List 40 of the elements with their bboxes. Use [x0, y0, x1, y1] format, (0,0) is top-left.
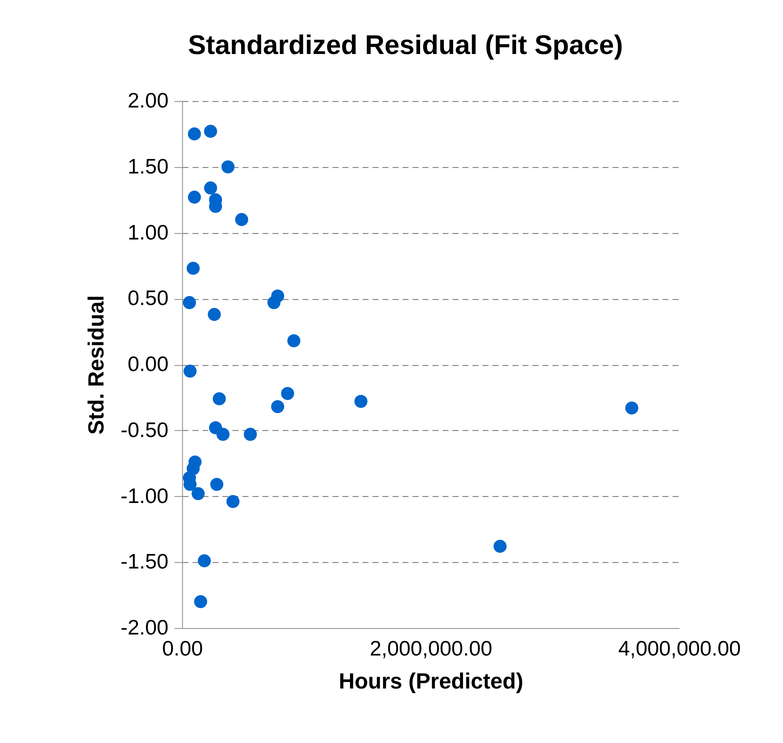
- point: [625, 401, 638, 414]
- y-tick-label: 2.00: [128, 90, 168, 112]
- x-tick-label: 2,000,000.00: [370, 638, 492, 660]
- point: [192, 487, 205, 500]
- point: [186, 262, 200, 275]
- point: [244, 428, 257, 441]
- y-tick-label: 0.00: [128, 353, 168, 376]
- point: [235, 213, 248, 226]
- chart-title: Standardized Residual (Fit Space): [188, 30, 624, 60]
- point: [226, 495, 240, 508]
- point: [182, 296, 196, 310]
- point: [210, 478, 224, 491]
- point: [287, 334, 300, 348]
- point: [188, 127, 201, 140]
- point: [212, 392, 226, 406]
- point: [216, 428, 230, 441]
- point: [281, 386, 294, 400]
- y-tick-label: 1.50: [128, 155, 168, 178]
- point: [198, 554, 211, 568]
- y-tick-label: 0.50: [128, 287, 168, 310]
- x-tick-label: 0.00: [162, 638, 203, 660]
- y-axis-title: Std. Residual: [84, 295, 109, 435]
- point: [271, 289, 284, 302]
- point: [184, 364, 197, 378]
- point: [354, 394, 368, 408]
- y-tick-label: -1.00: [120, 484, 168, 508]
- point: [188, 190, 201, 204]
- x-axis-title: Hours (Predicted): [338, 668, 524, 694]
- y-tick-label: -1.50: [120, 550, 168, 574]
- y-tick-label: -0.50: [120, 418, 168, 442]
- point: [204, 181, 218, 194]
- point: [208, 308, 221, 321]
- point: [221, 160, 234, 174]
- point: [494, 540, 507, 553]
- x-tick-label: 4,000,000.00: [618, 638, 741, 660]
- y-tick-label: 1.00: [128, 221, 168, 244]
- point: [204, 124, 218, 138]
- y-tick-label: -2.00: [120, 616, 168, 640]
- point: [271, 400, 284, 414]
- point: [194, 595, 208, 608]
